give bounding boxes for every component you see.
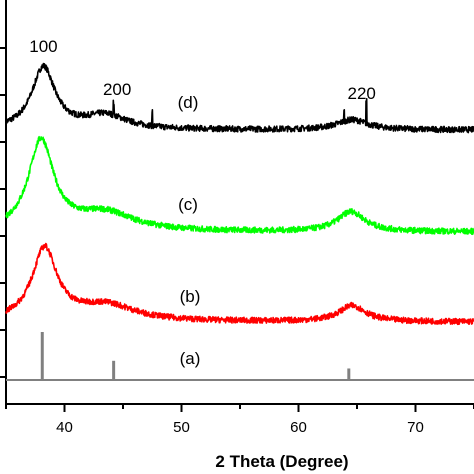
reference-pattern: [6, 332, 474, 381]
labels-layer: (d) (c) (b) (a) 100 200 220: [29, 37, 376, 368]
series-label-b: (b): [180, 287, 201, 306]
series-line-d: [5, 62, 474, 134]
plot-frame: [5, 0, 474, 405]
series-line-c: [5, 135, 474, 236]
x-tick-label-50: 50: [173, 419, 190, 436]
peak-label-100: 100: [29, 37, 57, 56]
series-line-b: [5, 242, 474, 326]
x-tick-label-70: 70: [407, 419, 424, 436]
x-ticks: 40 50 60 70: [5, 404, 474, 436]
y-ticks: [0, 47, 6, 378]
series-label-c: (c): [178, 195, 198, 214]
series-label-a: (a): [180, 349, 201, 368]
peak-label-200: 200: [103, 80, 131, 99]
series-layer: [5, 62, 474, 326]
peak-label-220: 220: [347, 84, 375, 103]
x-axis-title: 2 Theta (Degree): [215, 452, 348, 471]
x-tick-label-40: 40: [56, 419, 73, 436]
series-label-d: (d): [178, 93, 199, 112]
x-tick-label-60: 60: [290, 419, 307, 436]
